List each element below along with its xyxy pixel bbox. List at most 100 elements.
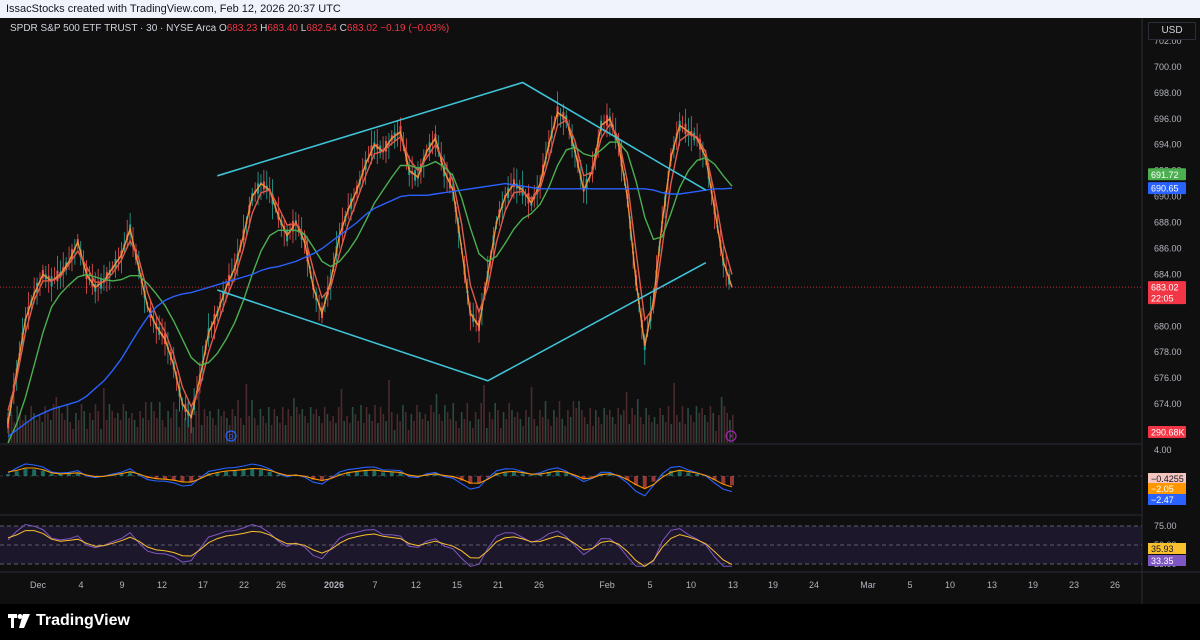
time-tick-label: 9 (119, 580, 124, 590)
volume-bar (536, 426, 538, 443)
rsi-label: 33.35 (1151, 556, 1174, 566)
price-label-bg (1148, 281, 1186, 294)
volume-bar (47, 413, 49, 443)
dividend-marker-letter: D (229, 434, 234, 441)
price-label: 691.72 (1151, 170, 1179, 180)
time-tick-label: 10 (686, 580, 696, 590)
volume-bar (664, 422, 667, 443)
volume-bar (432, 412, 435, 443)
volume-bar (186, 402, 189, 443)
volume-bar (181, 411, 183, 443)
volume-bar (690, 415, 692, 443)
volume-bar (262, 416, 264, 443)
macd-histogram-bar (14, 471, 19, 476)
volume-bar (628, 424, 631, 443)
macd-histogram-bar (459, 476, 464, 481)
price-tick-label: 680.00 (1154, 321, 1182, 331)
volume-bar (522, 426, 524, 443)
macd-histogram-bar (232, 470, 237, 476)
volume-bar (670, 424, 673, 443)
volume-bar (253, 418, 256, 443)
volume-bar (421, 419, 424, 443)
volume-bar (494, 403, 496, 443)
macd-tick-label: 4.00 (1154, 445, 1172, 455)
moving-average-line (7, 119, 733, 411)
macd-histogram-bar (67, 473, 72, 476)
volume-bar (295, 407, 298, 443)
chart-area[interactable]: 702.00700.00698.00696.00694.00692.00690.… (0, 18, 1200, 604)
volume-bar (170, 418, 172, 443)
volume-bar (452, 403, 455, 443)
macd-histogram-bar (224, 471, 229, 476)
volume-bar (527, 417, 530, 443)
volume-bar (709, 406, 712, 443)
volume-bar (390, 412, 393, 443)
volume-bar (228, 425, 231, 443)
volume-bar (245, 384, 248, 443)
volume-bar (399, 421, 401, 443)
volume-bar (195, 411, 197, 443)
macd-histogram-bar (119, 473, 124, 476)
volume-bar (41, 422, 44, 443)
volume-bar (27, 422, 30, 443)
time-tick-label: 12 (157, 580, 167, 590)
volume-bar (248, 416, 251, 443)
volume-bar (363, 423, 365, 443)
volume-bar (374, 405, 376, 443)
tradingview-logo[interactable]: TradingView (8, 612, 130, 630)
volume-bar (704, 415, 706, 443)
volume-bar (349, 423, 351, 443)
volume-bar (175, 409, 178, 443)
macd-label: −2.05 (1151, 484, 1174, 494)
volume-bar (463, 419, 466, 443)
time-tick-label: 26 (276, 580, 286, 590)
volume-bar (130, 413, 133, 443)
macd-histogram-bar (712, 476, 717, 481)
macd-histogram-bar (32, 469, 37, 476)
volume-bar (161, 420, 164, 443)
volume-bar (603, 408, 606, 443)
volume-bar (220, 416, 223, 443)
volume-bar (226, 418, 228, 443)
currency-button[interactable]: USD (1148, 22, 1196, 40)
volume-bar (72, 429, 74, 443)
volume-bar (340, 389, 343, 443)
volume-bar (597, 417, 600, 443)
volume-bar (139, 411, 141, 443)
volume-bar (723, 406, 726, 443)
volume-bar (499, 428, 502, 443)
open-value: 683.23 (226, 23, 258, 34)
volume-bar (550, 426, 552, 443)
price-chart[interactable]: 702.00700.00698.00696.00694.00692.00690.… (0, 18, 1200, 604)
volume-bar (223, 411, 225, 443)
volume-bar (103, 388, 105, 443)
time-tick-label: 12 (411, 580, 421, 590)
volume-bar (491, 419, 494, 443)
volume-bar (402, 405, 404, 443)
volume-bar (209, 411, 211, 443)
volume-bar (701, 408, 703, 443)
time-tick-label: 26 (1110, 580, 1120, 590)
volume-bar (466, 403, 469, 443)
rsi-label: 35.93 (1151, 544, 1174, 554)
open-label: O (218, 23, 227, 34)
volume-bar (555, 417, 558, 443)
volume-bar (184, 418, 186, 443)
volume-bar (265, 423, 267, 443)
macd-histogram-bar (485, 476, 490, 478)
volume-bar (480, 403, 483, 443)
volume-bar (614, 424, 617, 443)
volume-bar (105, 420, 108, 443)
moving-average-line (7, 111, 733, 424)
volume-bar (281, 407, 284, 443)
volume-bar (578, 401, 580, 443)
macd-histogram-bar (625, 476, 630, 481)
volume-bar (474, 412, 477, 443)
price-tick-label: 698.00 (1154, 88, 1182, 98)
time-tick-label: Dec (30, 580, 47, 590)
macd-histogram-bar (398, 472, 403, 476)
volume-bar (687, 408, 689, 443)
volume-bar (343, 421, 346, 443)
volume-bar (659, 408, 661, 443)
volume-bar (564, 426, 566, 443)
